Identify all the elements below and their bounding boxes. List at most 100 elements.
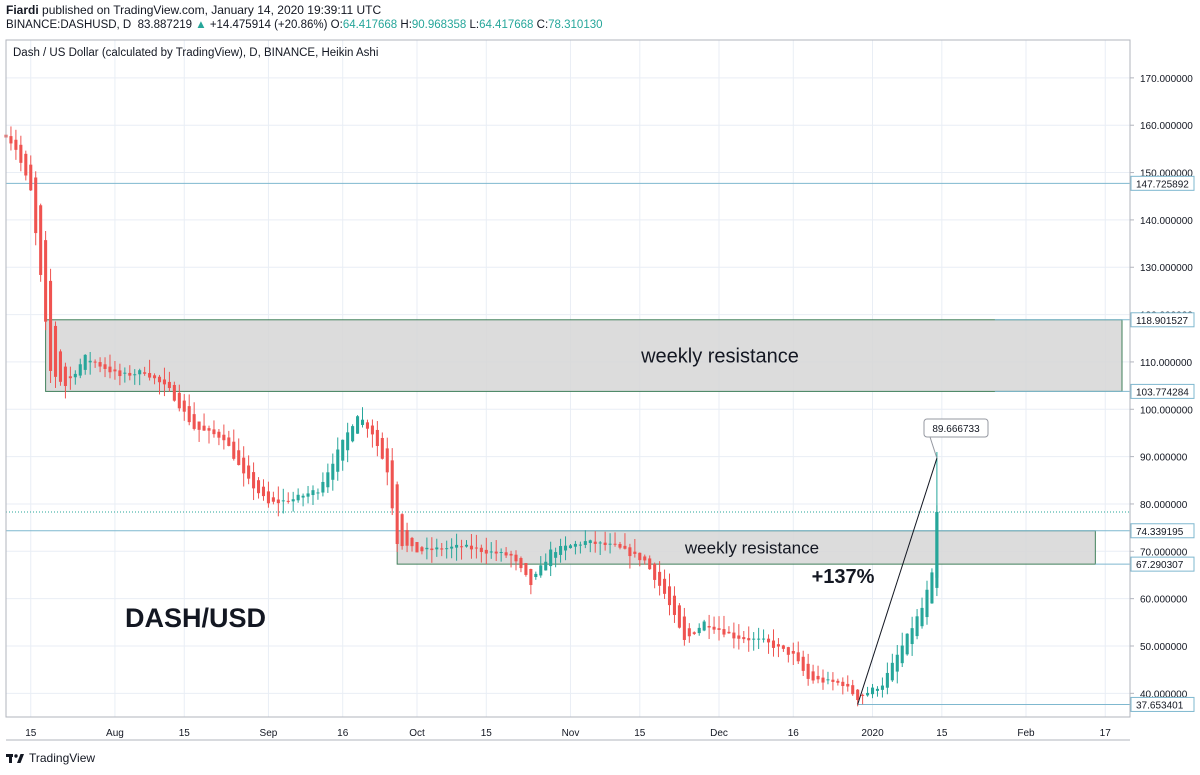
candle-body[interactable] [202, 425, 206, 431]
candle-body[interactable] [722, 629, 726, 635]
candle-body[interactable] [663, 578, 667, 594]
candle-body[interactable] [232, 441, 236, 459]
candle-body[interactable] [484, 549, 488, 554]
candle-body[interactable] [791, 650, 795, 654]
candles[interactable] [4, 122, 939, 707]
candle-body[interactable] [880, 685, 884, 690]
candle-body[interactable] [544, 561, 548, 571]
candle-body[interactable] [311, 490, 315, 496]
candle-body[interactable] [157, 376, 162, 383]
candle-body[interactable] [771, 640, 776, 648]
candle-body[interactable] [554, 552, 558, 558]
candle-body[interactable] [796, 652, 800, 662]
candle-body[interactable] [207, 428, 211, 431]
candle-body[interactable] [162, 379, 166, 385]
candle-body[interactable] [464, 544, 469, 547]
candle-body[interactable] [727, 631, 731, 634]
candle-body[interactable] [430, 548, 434, 551]
candle-body[interactable] [568, 545, 573, 549]
candle-body[interactable] [276, 499, 280, 504]
candle-body[interactable] [494, 551, 498, 554]
candle-body[interactable] [752, 638, 756, 640]
candle-body[interactable] [712, 626, 716, 630]
candle-body[interactable] [653, 563, 657, 580]
candle-body[interactable] [910, 628, 914, 645]
candle-body[interactable] [806, 663, 810, 679]
candle-body[interactable] [24, 153, 28, 176]
candle-body[interactable] [460, 546, 464, 548]
candle-body[interactable] [450, 546, 454, 549]
candle-body[interactable] [455, 544, 459, 548]
candle-body[interactable] [360, 419, 365, 425]
candle-body[interactable] [623, 545, 627, 549]
candle-body[interactable] [286, 500, 290, 502]
candle-body[interactable] [732, 632, 736, 639]
candle-body[interactable] [474, 547, 478, 549]
candle-body[interactable] [776, 644, 780, 647]
candle-body[interactable] [915, 616, 919, 637]
candle-body[interactable] [256, 480, 261, 494]
candle-body[interactable] [326, 472, 330, 488]
candle-body[interactable] [271, 497, 275, 502]
candle-body[interactable] [707, 626, 711, 628]
candle-body[interactable] [385, 448, 389, 473]
candle-body[interactable] [643, 556, 647, 561]
candle-body[interactable] [167, 381, 171, 389]
candle-body[interactable] [563, 545, 568, 551]
candle-body[interactable] [68, 376, 72, 379]
candle-body[interactable] [559, 546, 563, 555]
candle-body[interactable] [677, 605, 681, 628]
candle-body[interactable] [49, 280, 53, 371]
candle-body[interactable] [296, 494, 300, 501]
candle-body[interactable] [445, 548, 449, 550]
candle-body[interactable] [128, 372, 132, 376]
candle-body[interactable] [9, 136, 13, 144]
candle-body[interactable] [524, 563, 528, 575]
candle-body[interactable] [187, 406, 191, 423]
candle-body[interactable] [93, 361, 97, 363]
candle-body[interactable] [930, 572, 934, 604]
candle-body[interactable] [598, 542, 602, 544]
candle-body[interactable] [895, 654, 899, 672]
candle-body[interactable] [499, 552, 503, 554]
candle-body[interactable] [415, 542, 419, 553]
candle-body[interactable] [935, 511, 939, 578]
candle-body[interactable] [425, 547, 429, 550]
candle-body[interactable] [925, 589, 929, 618]
candle-body[interactable] [108, 366, 112, 373]
candle-body[interactable] [514, 554, 518, 562]
candle-body[interactable] [177, 392, 181, 409]
candle-body[interactable] [509, 553, 513, 556]
candle-body[interactable] [266, 491, 270, 504]
time-axis[interactable]: 15 Aug 15 Sep 16 Oct 15 Nov 15 Dec 16 2020 15 Feb 17 [25, 728, 1111, 739]
candle-body[interactable] [519, 558, 523, 569]
candle-body[interactable] [78, 364, 82, 376]
candle-body[interactable] [539, 565, 543, 576]
candle-body[interactable] [375, 429, 379, 447]
candle-body[interactable] [291, 499, 295, 502]
candle-body[interactable] [39, 205, 43, 275]
candle-body[interactable] [588, 540, 592, 544]
candle-body[interactable] [529, 568, 533, 586]
candle-body[interactable] [603, 542, 607, 545]
candle-body[interactable] [821, 677, 825, 683]
candle-body[interactable] [395, 484, 399, 544]
candle-body[interactable] [856, 689, 860, 701]
candle-body[interactable] [875, 688, 880, 691]
candle-body[interactable] [83, 354, 87, 370]
candle-body[interactable] [148, 373, 152, 378]
candle-body[interactable] [153, 375, 157, 379]
candle-body[interactable] [846, 683, 850, 687]
candle-body[interactable] [583, 541, 587, 545]
candle-body[interactable] [851, 685, 855, 695]
candle-body[interactable] [762, 638, 766, 640]
candle-body[interactable] [861, 694, 865, 696]
candle-body[interactable] [826, 679, 830, 681]
candle-body[interactable] [123, 372, 127, 374]
candle-body[interactable] [742, 637, 746, 640]
candle-body[interactable] [682, 616, 686, 640]
candle-body[interactable] [638, 552, 642, 561]
candle-body[interactable] [549, 549, 553, 567]
candle-body[interactable] [633, 551, 637, 554]
candle-body[interactable] [534, 573, 538, 578]
